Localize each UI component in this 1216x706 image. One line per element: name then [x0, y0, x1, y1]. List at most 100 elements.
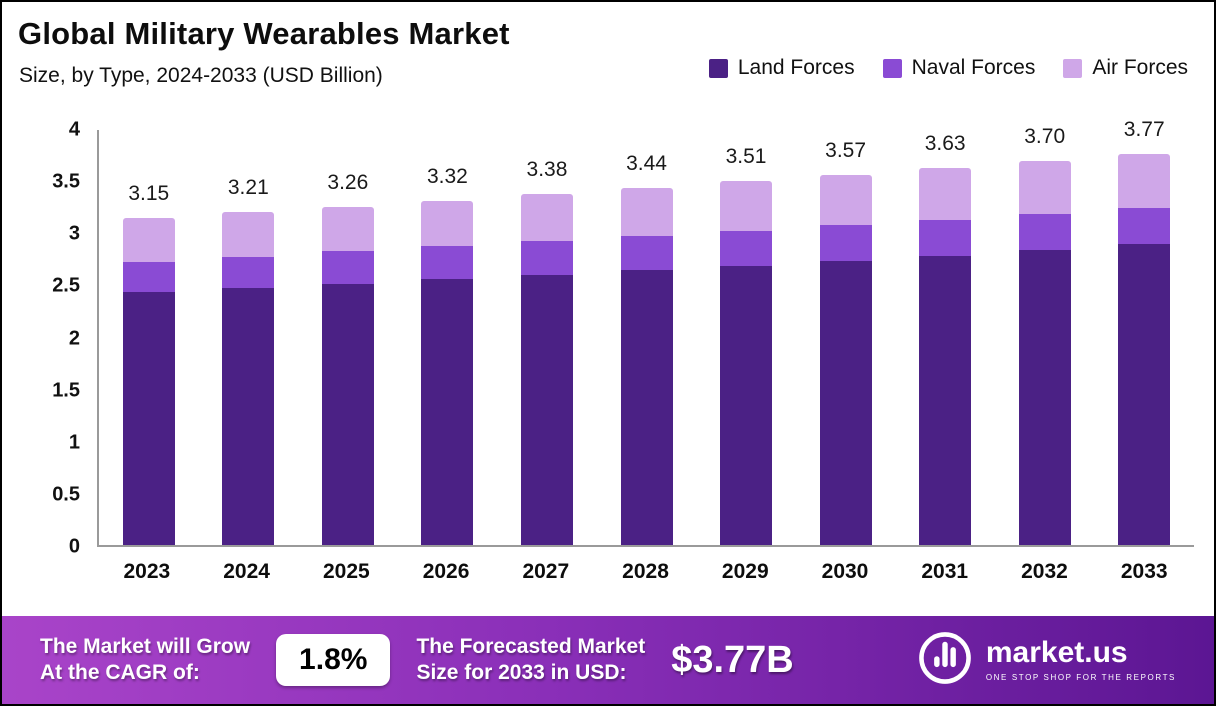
bar-segment-air-forces: [1118, 153, 1171, 208]
bar-segment-air-forces: [720, 180, 773, 231]
forecast-value: $3.77B: [671, 638, 794, 681]
footer-banner: The Market will Grow At the CAGR of: 1.8…: [2, 616, 1214, 704]
bar-segment-land-forces: [819, 260, 872, 545]
bar-segment-naval-forces: [1118, 207, 1171, 245]
bar-segment-naval-forces: [520, 241, 573, 276]
y-axis-tick-label: 4: [68, 118, 80, 141]
y-axis-tick-label: 2: [68, 327, 80, 349]
x-axis-tick-label: 2030: [821, 560, 869, 583]
brand-logo: market.us ONE STOP SHOP FOR THE REPORTS: [916, 629, 1176, 692]
y-axis-tick-label: 1.5: [52, 379, 80, 402]
bar-total-label: 3.38: [526, 158, 568, 182]
bar-total-label: 3.63: [924, 132, 966, 156]
x-axis-tick-label: 2027: [522, 560, 570, 583]
legend-label: Air Forces: [1092, 56, 1188, 79]
y-axis: 0 0.5 1 1.5 2 2.5 3 3.5 4: [2, 119, 88, 558]
cagr-label: The Market will Grow At the CAGR of:: [40, 634, 250, 687]
bar-group-2033: 3.77: [1094, 118, 1194, 545]
y-axis-tick-label: 3: [68, 222, 80, 245]
bar-group-2026: 3.32: [398, 130, 498, 545]
bar-group-2025: 3.26: [298, 130, 398, 545]
bar-segment-land-forces: [520, 275, 573, 545]
x-axis-tick-label: 2032: [1021, 560, 1068, 583]
cagr-value-badge: 1.8%: [276, 634, 391, 686]
x-axis-tick-label: 2024: [223, 560, 270, 583]
bar-segment-naval-forces: [620, 235, 673, 271]
marketus-logo-icon: [916, 629, 974, 692]
plot-area: 3.15 3.21 3.26 3.32 3.38 3.44 3.51 3.57 3.63 3.70…: [97, 118, 1194, 547]
bar-segment-air-forces: [520, 194, 573, 242]
legend-swatch-icon: [708, 58, 728, 78]
bar-total-label: 3.57: [825, 138, 867, 162]
bar-segment-naval-forces: [919, 220, 972, 256]
bar-segment-land-forces: [620, 270, 673, 545]
bar-total-label: 3.26: [327, 170, 369, 194]
bar-segment-air-forces: [819, 174, 872, 226]
bar-total-label: 3.21: [227, 175, 269, 199]
bar-total-label: 3.15: [128, 182, 170, 206]
bar-segment-land-forces: [919, 255, 972, 545]
legend-item-land-forces: Land Forces: [708, 56, 855, 80]
brand-text-block: market.us ONE STOP SHOP FOR THE REPORTS: [985, 636, 1176, 683]
bar-segment-land-forces: [222, 287, 275, 545]
brand-name: market.us: [985, 636, 1128, 669]
x-axis: 2023 2024 2025 2026 2027 2028 2029 2030 2031 2032…: [97, 560, 1194, 584]
x-axis-tick-label: 2033: [1120, 560, 1168, 583]
bar-total-label: 3.32: [426, 164, 468, 188]
page-title: Global Military Wearables Market: [18, 16, 510, 51]
legend-label: Land Forces: [737, 56, 855, 79]
x-axis-tick-label: 2023: [123, 560, 171, 583]
bar-group-2030: 3.57: [796, 130, 896, 545]
forecast-label-line1: The Forecasted Market: [416, 634, 646, 658]
legend-item-naval-forces: Naval Forces: [882, 56, 1036, 80]
bar-segment-air-forces: [620, 188, 673, 236]
y-axis-tick-label: 2.5: [52, 274, 80, 297]
legend-swatch-icon: [1063, 58, 1083, 78]
bar-segment-land-forces: [1018, 250, 1071, 545]
x-axis-tick-label: 2025: [322, 560, 370, 583]
bar-group-2027: 3.38: [497, 130, 597, 545]
bar-group-2029: 3.51: [696, 130, 796, 545]
bar-segment-naval-forces: [321, 251, 374, 284]
bar-total-label: 3.70: [1024, 125, 1066, 149]
bar-segment-naval-forces: [1018, 214, 1071, 251]
bar-segment-air-forces: [222, 211, 275, 257]
brand-tagline: ONE STOP SHOP FOR THE REPORTS: [985, 673, 1176, 682]
bar-segment-naval-forces: [421, 246, 474, 280]
bar-group-2031: 3.63: [895, 130, 995, 545]
legend-item-air-forces: Air Forces: [1063, 56, 1188, 80]
bar-total-label: 3.44: [626, 152, 667, 176]
y-axis-tick-label: 0: [68, 535, 80, 558]
cagr-label-line1: The Market will Grow: [40, 634, 251, 658]
bar-segment-air-forces: [122, 218, 175, 262]
cagr-label-line2: At the CAGR of:: [40, 661, 200, 684]
bar-segment-naval-forces: [222, 256, 275, 288]
bar-segment-air-forces: [1018, 161, 1071, 215]
y-axis-tick-label: 1: [68, 431, 80, 454]
bar-segment-air-forces: [421, 200, 474, 247]
bar-segment-land-forces: [421, 279, 474, 545]
bar-group-2028: 3.44: [597, 130, 697, 545]
x-axis-tick-label: 2029: [721, 560, 769, 583]
bar-segment-naval-forces: [122, 261, 175, 292]
page-subtitle: Size, by Type, 2024-2033 (USD Billion): [19, 64, 383, 87]
forecast-label-line2: Size for 2033 in USD:: [416, 661, 627, 684]
x-axis-tick-label: 2028: [622, 560, 669, 583]
bar-total-label: 3.77: [1123, 117, 1165, 141]
bar-segment-naval-forces: [819, 225, 872, 261]
bar-group-2032: 3.70: [995, 125, 1095, 545]
bar-segment-land-forces: [1118, 244, 1171, 545]
bar-segment-land-forces: [321, 283, 374, 545]
bar-segment-air-forces: [321, 206, 374, 252]
legend-label: Naval Forces: [911, 56, 1036, 79]
forecast-label: The Forecasted Market Size for 2033 in U…: [416, 634, 645, 687]
bar-segment-naval-forces: [720, 230, 773, 266]
x-axis-tick-label: 2026: [422, 560, 470, 583]
bar-segment-air-forces: [919, 168, 972, 221]
bar-group-2024: 3.21: [199, 130, 299, 545]
y-axis-tick-label: 0.5: [52, 483, 80, 506]
chart-legend: Land Forces Naval Forces Air Forces: [708, 56, 1188, 80]
bar-segment-land-forces: [122, 291, 175, 545]
bar-total-label: 3.51: [725, 144, 767, 168]
